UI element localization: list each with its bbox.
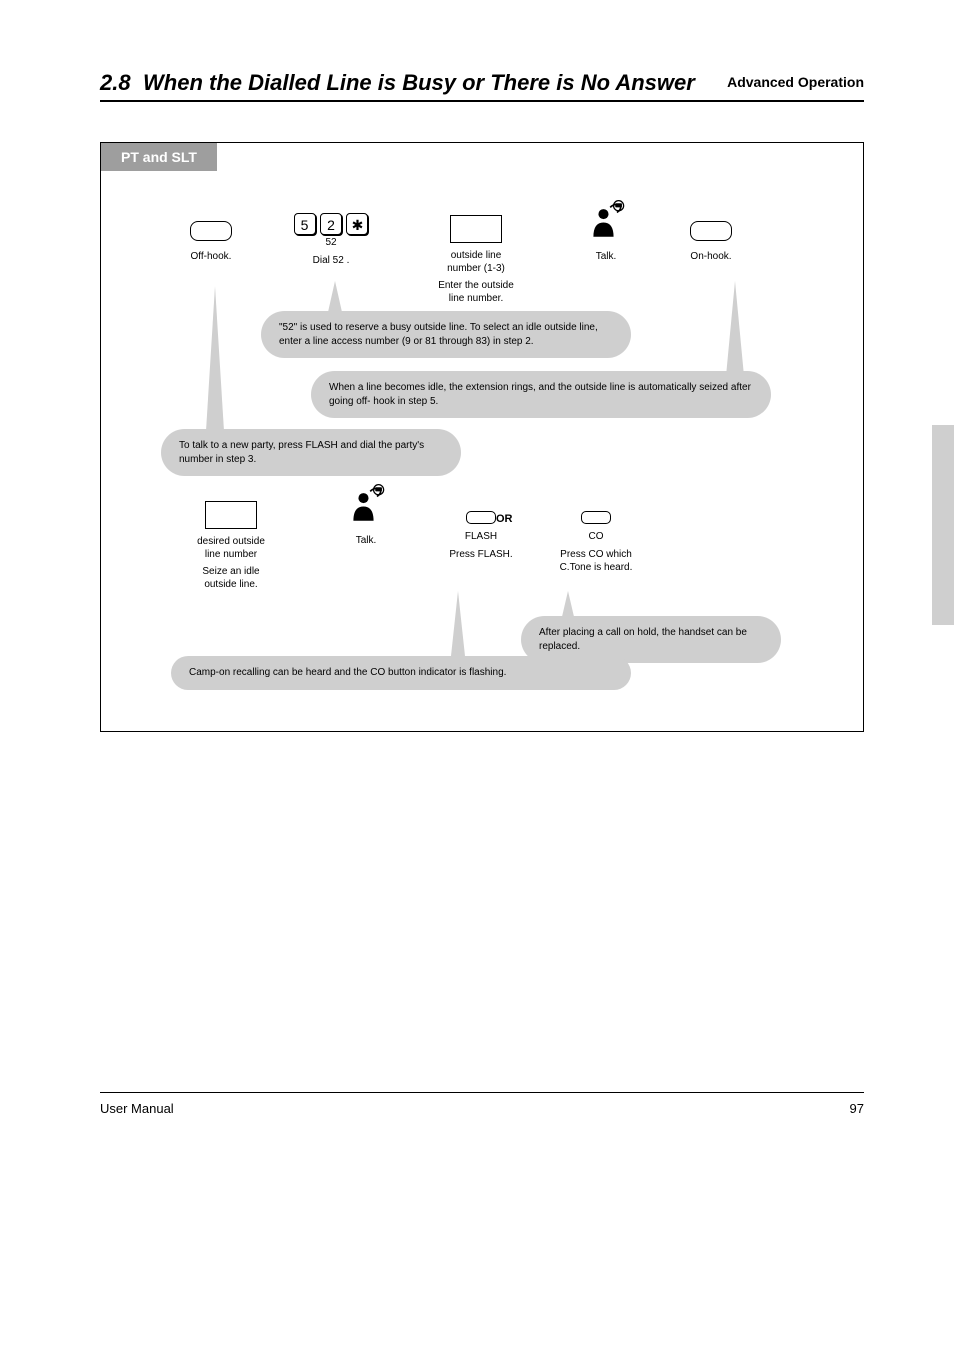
r2-step3-title: Press FLASH.: [436, 548, 526, 561]
r1-step3-title: Enter the outside line number.: [421, 279, 531, 305]
page-header: 2.8 When the Dialled Line is Busy or The…: [100, 70, 864, 102]
r2-step3: FLASH Press FLASH.: [436, 511, 526, 561]
r1-step3: outside line number (1-3) Enter the outs…: [421, 215, 531, 305]
r1-step4-title: Talk.: [571, 250, 641, 263]
r1-step2-sub: 52: [281, 237, 381, 250]
r1-step5: On-hook.: [671, 221, 751, 263]
device-tab: PT and SLT: [101, 143, 217, 171]
r1-step2: 5 2 ✱ 52 Dial 52 .: [281, 213, 381, 267]
person-telephone-icon: [345, 512, 387, 529]
footer-left: User Manual: [100, 1101, 174, 1116]
section-number: 2.8: [100, 70, 131, 95]
r2-step2: Talk.: [331, 483, 401, 547]
onhook-icon: [690, 221, 732, 241]
bubble-2: When a line becomes idle, the extension …: [311, 371, 771, 418]
pointer: [206, 286, 224, 431]
r1-step4: Talk.: [571, 199, 641, 263]
r1-step2-title: Dial 52 .: [281, 254, 381, 267]
key-star-icon: ✱: [346, 213, 368, 235]
pointer: [451, 591, 465, 656]
pointer: [726, 281, 744, 376]
footer-rule: [100, 1092, 864, 1093]
r1-step1: Off-hook.: [171, 221, 251, 263]
line-rect-icon: [205, 501, 257, 529]
header-right-label: Advanced Operation: [727, 74, 864, 90]
instruction-box: PT and SLT Off-hook. 5 2 ✱ 52 Dial 52 . …: [100, 142, 864, 732]
r1-step3-sub: outside line number (1-3): [421, 250, 531, 275]
section-title: When the Dialled Line is Busy or There i…: [143, 70, 695, 95]
co-button-icon: [581, 511, 611, 524]
r2-step4-title: Press CO which C.Tone is heard.: [541, 548, 651, 574]
key-2-icon: 2: [320, 213, 342, 235]
r1-step5-title: On-hook.: [671, 250, 751, 263]
r2-step1: desired outside line number Seize an idl…: [181, 501, 281, 591]
r2-step2-title: Talk.: [331, 534, 401, 547]
bubble-1: "52" is used to reserve a busy outside l…: [261, 311, 631, 358]
line-number-field: [450, 215, 502, 243]
flash-button-icon: [466, 511, 496, 524]
footer-right: 97: [850, 1101, 864, 1116]
bubble-3: To talk to a new party, press FLASH and …: [161, 429, 461, 476]
r2-step1-title: Seize an idle outside line.: [181, 565, 281, 591]
person-telephone-icon: [585, 228, 627, 245]
r2-step3-sub: FLASH: [436, 531, 526, 544]
footer: User Manual 97: [100, 1101, 864, 1116]
r2-step1-sub: desired outside line number: [181, 536, 281, 561]
flow-area: Off-hook. 5 2 ✱ 52 Dial 52 . outside lin…: [101, 171, 863, 731]
offhook-icon: [190, 221, 232, 241]
bubble-4: Camp-on recalling can be heard and the C…: [171, 656, 631, 690]
r2-step3b-sub: CO: [541, 531, 651, 544]
key-5-icon: 5: [294, 213, 316, 235]
r1-step1-title: Off-hook.: [171, 250, 251, 263]
r2-step4: CO Press CO which C.Tone is heard.: [541, 511, 651, 574]
side-tab: [932, 425, 954, 625]
